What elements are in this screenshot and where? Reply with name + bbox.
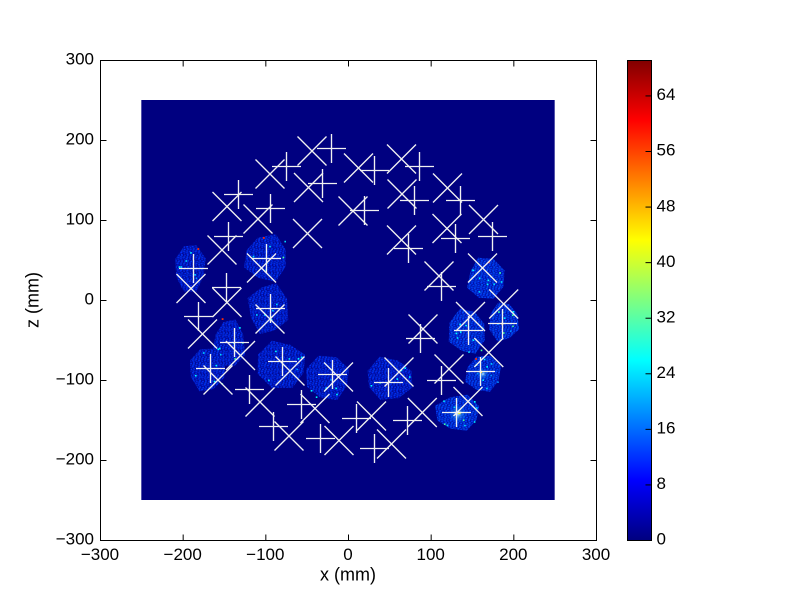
- svg-text:−200: −200: [164, 545, 202, 564]
- svg-text:100: 100: [417, 545, 445, 564]
- svg-text:200: 200: [499, 545, 527, 564]
- svg-text:300: 300: [582, 545, 610, 564]
- svg-text:z (mm): z (mm): [23, 272, 43, 328]
- svg-text:24: 24: [657, 363, 676, 382]
- svg-text:32: 32: [657, 307, 676, 326]
- svg-text:8: 8: [657, 474, 666, 493]
- svg-text:200: 200: [66, 130, 94, 149]
- svg-text:−100: −100: [246, 545, 284, 564]
- svg-text:100: 100: [66, 210, 94, 229]
- svg-text:64: 64: [657, 85, 676, 104]
- svg-text:48: 48: [657, 196, 676, 215]
- svg-text:−300: −300: [56, 530, 94, 549]
- svg-text:−300: −300: [81, 545, 119, 564]
- svg-text:−100: −100: [56, 370, 94, 389]
- svg-text:0: 0: [657, 530, 666, 549]
- svg-text:x (mm): x (mm): [320, 565, 376, 585]
- svg-text:−200: −200: [56, 450, 94, 469]
- svg-text:16: 16: [657, 419, 676, 438]
- svg-text:56: 56: [657, 141, 676, 160]
- svg-text:0: 0: [343, 545, 352, 564]
- svg-text:40: 40: [657, 252, 676, 271]
- svg-text:300: 300: [66, 50, 94, 69]
- svg-text:0: 0: [85, 290, 94, 309]
